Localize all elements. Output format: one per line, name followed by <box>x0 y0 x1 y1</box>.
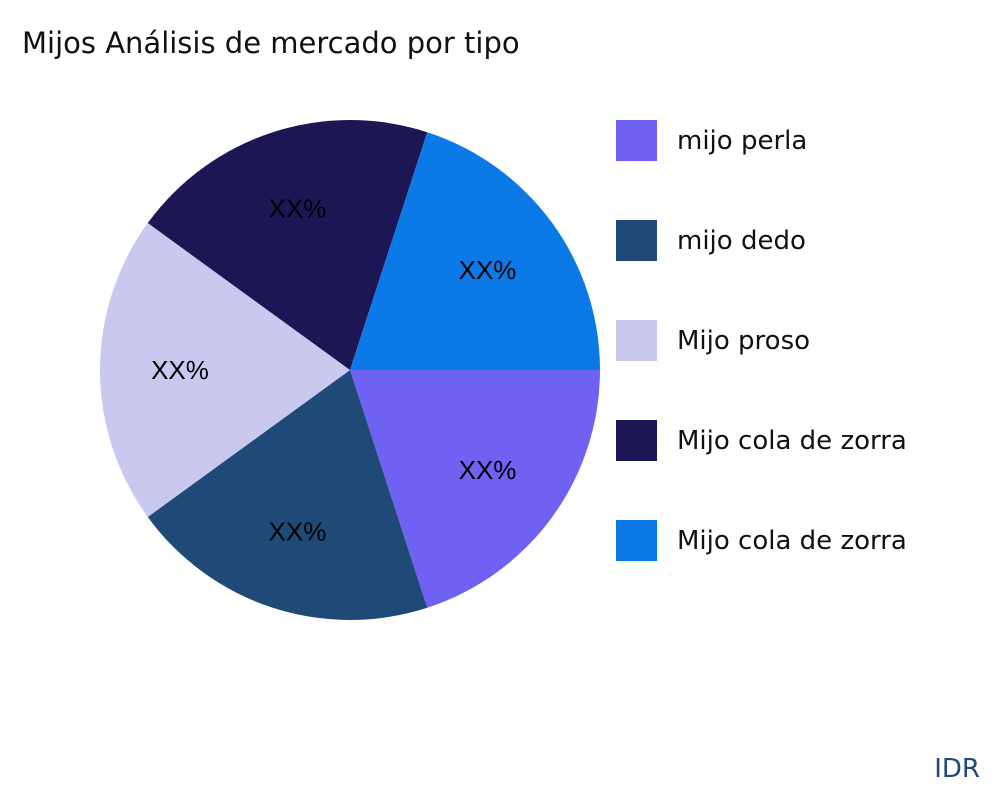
chart-title: Mijos Análisis de mercado por tipo <box>22 26 520 60</box>
source-label: IDR <box>934 754 980 784</box>
pie-slice[interactable] <box>350 370 600 608</box>
slice-data-label: XX% <box>459 455 517 485</box>
legend-swatch <box>616 220 657 261</box>
slice-data-label: XX% <box>269 193 327 223</box>
legend-label: mijo perla <box>677 125 808 156</box>
slice-data-label: XX% <box>459 255 517 285</box>
pie-slice[interactable] <box>350 132 600 370</box>
pie-slice[interactable] <box>147 120 428 370</box>
slice-data-label: XX% <box>151 355 209 385</box>
legend-swatch <box>616 520 657 561</box>
legend-swatch <box>616 120 657 161</box>
pie-slice[interactable] <box>100 223 350 517</box>
legend-label: Mijo cola de zorra <box>677 425 907 456</box>
pie-slice[interactable] <box>147 370 428 620</box>
legend-item[interactable]: Mijo cola de zorra <box>616 420 907 461</box>
legend-swatch <box>616 420 657 461</box>
legend-label: Mijo cola de zorra <box>677 525 907 556</box>
legend-item[interactable]: mijo perla <box>616 120 807 161</box>
legend-item[interactable]: mijo dedo <box>616 220 806 261</box>
slice-data-label: XX% <box>269 517 327 547</box>
legend-item[interactable]: Mijo cola de zorra <box>616 520 907 561</box>
legend-label: mijo dedo <box>677 225 806 256</box>
legend-label: Mijo proso <box>677 325 811 356</box>
legend-item[interactable]: Mijo proso <box>616 320 810 361</box>
legend-swatch <box>616 320 657 361</box>
